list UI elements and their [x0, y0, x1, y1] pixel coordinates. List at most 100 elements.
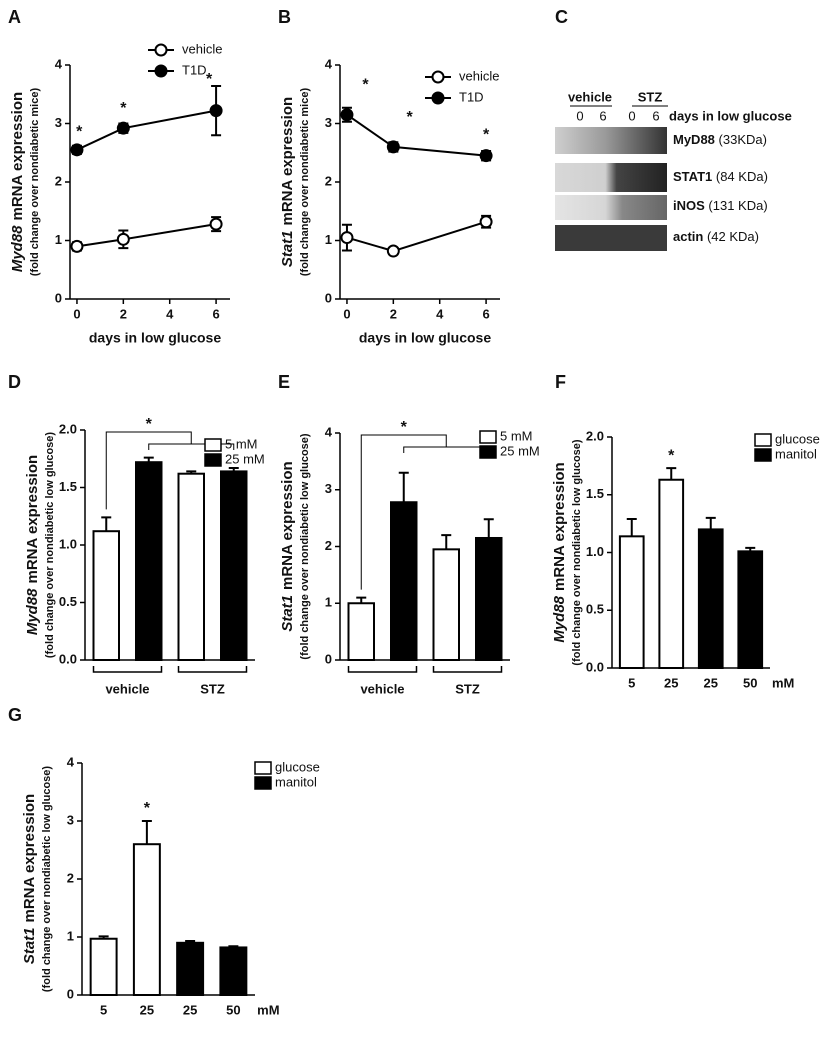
error-bar: [101, 516, 112, 532]
y-tick-label: 0.5: [59, 594, 77, 609]
blot-strip: [555, 163, 667, 192]
size: (84 KDa): [716, 169, 768, 184]
panel-letter: G: [8, 705, 22, 725]
legend-swatch: [204, 438, 222, 452]
bar: [177, 472, 205, 662]
legend-swatch: [204, 453, 222, 467]
band-label: actin (42 KDa): [673, 229, 759, 244]
legend-label: manitol: [275, 774, 317, 789]
significance-bracket: [105, 431, 235, 510]
lane-label: 0: [628, 108, 635, 123]
y-axis-label: Myd88 mRNA expression: [551, 462, 568, 642]
marker: [70, 143, 84, 157]
band-label: iNOS (131 KDa): [673, 198, 768, 213]
group-label: vehicle: [105, 681, 149, 696]
y-axis-sublabel: (fold change over nondiabetic low glucos…: [41, 766, 53, 992]
x-tick-label: 2: [120, 306, 127, 321]
y-label: mRNA expression: [21, 794, 38, 923]
protein: iNOS: [673, 198, 705, 213]
x-tick-label: 5: [100, 1002, 107, 1017]
bar: [135, 461, 163, 662]
legend-swatch: [254, 761, 272, 775]
x-tick-label: 6: [212, 306, 219, 321]
x-axis-label: days in low glucose: [89, 330, 221, 346]
x-tick-label: 50: [743, 675, 757, 690]
size: (42 KDa): [707, 229, 759, 244]
blot-panel: C vehicle STZ 0 6 0 6 days in low glucos…: [555, 7, 792, 251]
legend-marker: [431, 91, 445, 105]
bar: [737, 550, 764, 669]
y-tick-label: 3: [325, 481, 332, 496]
lane-label: 6: [599, 108, 606, 123]
legend-swatch: [479, 445, 497, 459]
blot-group: STZ: [638, 89, 663, 104]
significance: *: [146, 416, 153, 433]
error-bar: [441, 534, 452, 550]
annotation: *: [406, 109, 413, 126]
x-axis-label: days in low glucose: [359, 330, 491, 346]
bar: [390, 501, 418, 661]
gene: Myd88: [551, 595, 568, 642]
y-label: mRNA expression: [9, 92, 26, 221]
x-tick-label: 2: [390, 306, 397, 321]
legend-marker: [431, 70, 445, 84]
marker: [70, 239, 84, 253]
marker: [479, 149, 493, 163]
blot-group: vehicle: [568, 89, 612, 104]
y-tick-label: 0.5: [586, 602, 604, 617]
bar: [347, 602, 375, 661]
series-line: [346, 113, 487, 157]
group-bracket: [177, 666, 248, 673]
bar: [697, 528, 724, 670]
error-bar: [705, 516, 716, 530]
gene: Myd88: [24, 588, 41, 635]
y-axis-label: Stat1 mRNA expression: [279, 97, 296, 267]
marker: [479, 215, 493, 229]
annotation: *: [206, 71, 213, 88]
legend-swatch: [254, 776, 272, 790]
lane-label: 6: [652, 108, 659, 123]
y-tick-label: 4: [55, 56, 63, 71]
bar: [176, 941, 205, 996]
series-line: [346, 220, 487, 253]
y-label: mRNA expression: [24, 455, 41, 584]
y-tick-label: 1.5: [59, 479, 77, 494]
y-tick-label: 2.0: [586, 428, 604, 443]
bar: [658, 478, 685, 669]
y-tick-label: 3: [67, 812, 74, 827]
bar: [92, 530, 120, 662]
y-axis-sublabel: (fold change over nondiabetic mice): [29, 88, 41, 277]
marker: [386, 244, 400, 258]
x-tick-label: 4: [436, 306, 444, 321]
annotation: *: [362, 77, 369, 94]
y-tick-label: 2: [55, 173, 62, 188]
marker: [340, 108, 354, 122]
error-bar: [626, 518, 637, 537]
group-label: STZ: [455, 681, 480, 696]
protein: STAT1: [673, 169, 712, 184]
protein: actin: [673, 229, 703, 244]
legend-label: glucose: [275, 759, 320, 774]
legend-label: T1D: [182, 62, 207, 77]
series-line: [76, 109, 217, 151]
gene: Myd88: [9, 225, 26, 272]
x-unit: mM: [257, 1002, 279, 1017]
legend-label: 5 mM: [500, 428, 533, 443]
x-tick-label: 50: [226, 1002, 240, 1017]
group-label: vehicle: [360, 681, 404, 696]
legend-swatch: [754, 433, 772, 447]
marker: [386, 140, 400, 154]
y-axis-label: Stat1 mRNA expression: [279, 461, 296, 631]
group-label: STZ: [200, 681, 225, 696]
y-tick-label: 2.0: [59, 421, 77, 436]
x-tick-label: 0: [73, 306, 80, 321]
y-axis-sublabel: (fold change over nondiabetic mice): [299, 88, 311, 277]
y-axis-label: Stat1 mRNA expression: [21, 794, 38, 964]
y-label: mRNA expression: [279, 97, 296, 226]
y-tick-label: 0.0: [586, 659, 604, 674]
y-tick-label: 4: [67, 754, 75, 769]
panel-letter: C: [555, 7, 568, 27]
group-bracket: [432, 666, 503, 673]
legend-label: 25 mM: [225, 451, 265, 466]
legend-label: glucose: [775, 431, 820, 446]
